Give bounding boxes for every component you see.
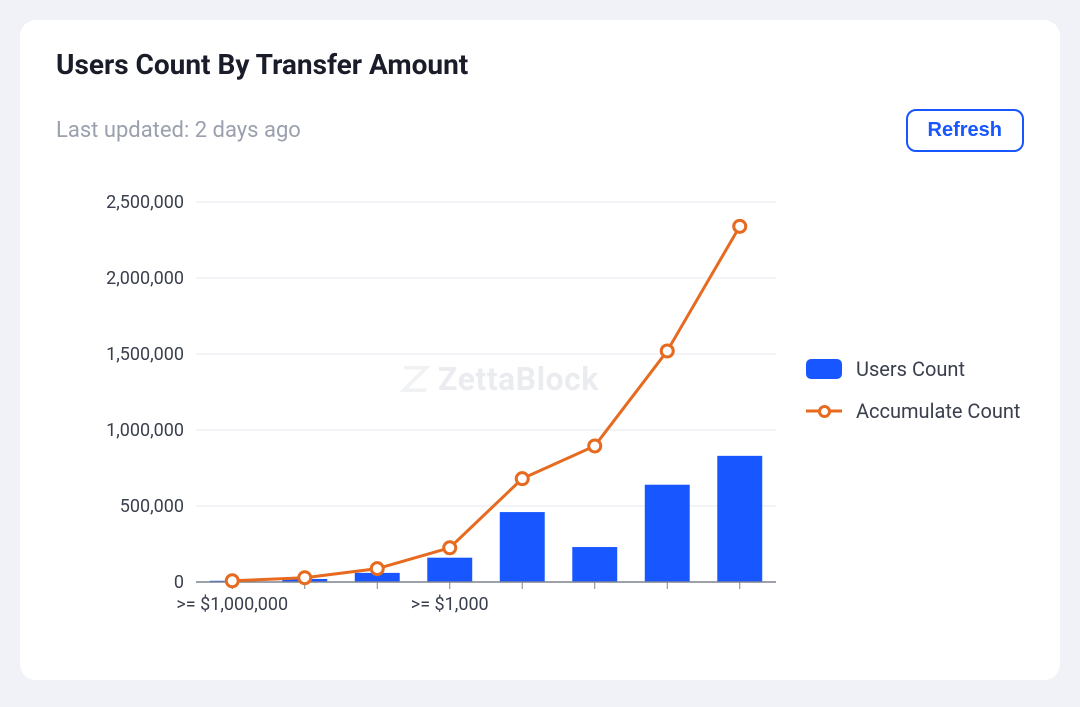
y-tick-label: 500,000 xyxy=(120,496,184,517)
line-marker xyxy=(371,563,383,575)
bar xyxy=(717,456,762,582)
bar xyxy=(645,485,690,582)
chart-card: Users Count By Transfer Amount Last upda… xyxy=(20,20,1060,680)
y-tick-label: 1,000,000 xyxy=(106,420,184,441)
legend-label-bars: Users Count xyxy=(856,357,965,381)
combo-chart: 0 500,000 1,000,000 1,500,000 2,000,000 2,500… xyxy=(56,182,796,662)
line-marker xyxy=(444,542,456,554)
line-marker xyxy=(661,345,673,357)
card-subheader: Last updated: 2 days ago Refresh xyxy=(56,109,1024,152)
bar xyxy=(572,547,617,582)
bar xyxy=(500,512,545,582)
line-marker xyxy=(226,575,238,587)
last-updated-label: Last updated: 2 days ago xyxy=(56,118,301,143)
refresh-button[interactable]: Refresh xyxy=(906,109,1024,152)
chart-container: 0 500,000 1,000,000 1,500,000 2,000,000 2,500… xyxy=(56,182,1024,662)
chart-legend: Users Count Accumulate Count xyxy=(806,357,1020,441)
y-tick-label: 1,500,000 xyxy=(106,344,184,365)
x-tick-label: >= $1,000,000 xyxy=(176,594,288,615)
line-marker xyxy=(516,473,528,485)
line-marker xyxy=(299,572,311,584)
legend-swatch-line xyxy=(806,401,842,421)
line-marker xyxy=(734,220,746,232)
legend-label-line: Accumulate Count xyxy=(856,399,1020,423)
y-tick-label: 2,000,000 xyxy=(106,268,184,289)
card-title: Users Count By Transfer Amount xyxy=(56,48,1024,81)
y-tick-label: 0 xyxy=(174,572,184,593)
legend-item-line: Accumulate Count xyxy=(806,399,1020,423)
bar xyxy=(427,558,472,582)
legend-item-bars: Users Count xyxy=(806,357,1020,381)
y-tick-label: 2,500,000 xyxy=(106,192,184,213)
line-marker xyxy=(589,440,601,452)
x-tick-label: >= $1,000 xyxy=(411,594,489,615)
legend-swatch-bar xyxy=(806,359,842,379)
